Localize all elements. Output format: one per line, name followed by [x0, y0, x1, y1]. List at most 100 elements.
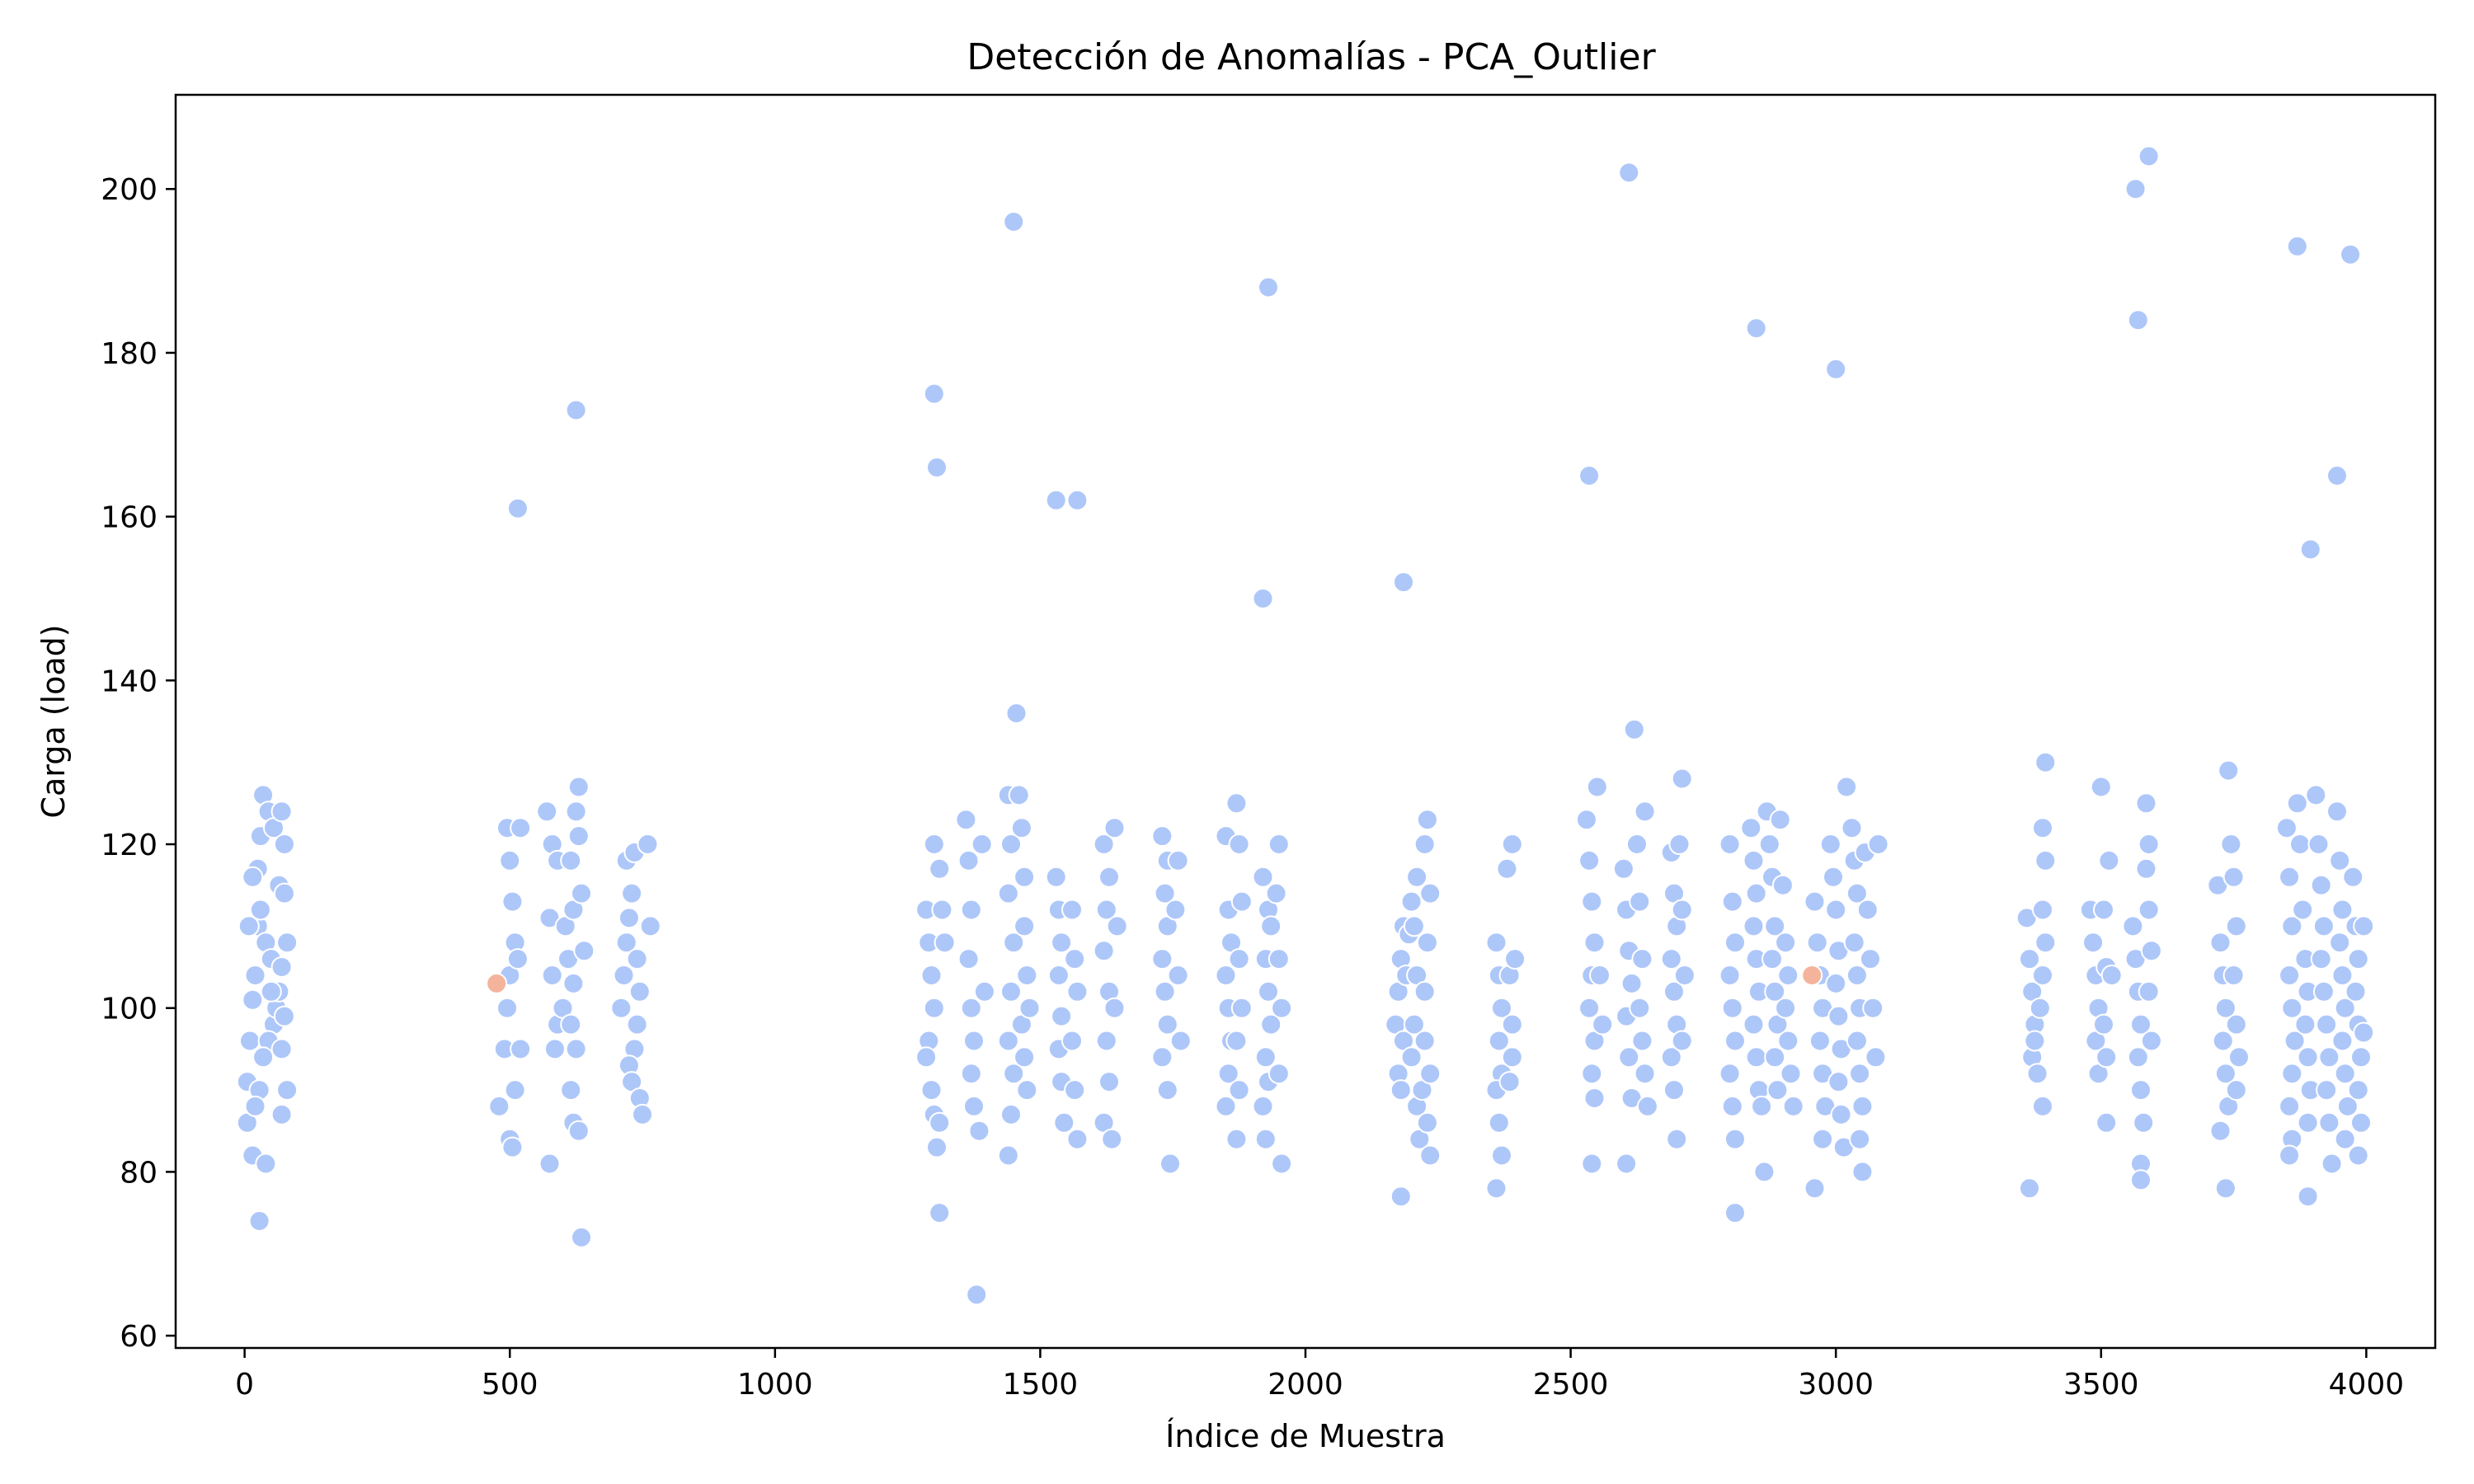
normal-point-169 — [1103, 817, 1126, 839]
normal-point-154 — [1061, 899, 1083, 921]
y-tick-label: 120 — [101, 829, 158, 862]
normal-point-123 — [973, 980, 995, 1003]
normal-point-87 — [626, 1013, 648, 1036]
normal-point-383 — [1856, 899, 1879, 921]
normal-point-104 — [926, 1136, 948, 1158]
normal-point-286 — [1616, 1153, 1638, 1175]
normal-point-337 — [1761, 948, 1783, 970]
normal-point-267 — [1581, 890, 1603, 913]
normal-point-274 — [1581, 1153, 1603, 1175]
normal-point-113 — [957, 849, 980, 871]
normal-point-447 — [2220, 834, 2242, 855]
normal-point-338 — [1764, 980, 1786, 1003]
normal-point-398 — [2032, 899, 2053, 921]
normal-point-248 — [1393, 571, 1414, 594]
normal-point-290 — [1629, 890, 1651, 913]
normal-point-360 — [1823, 866, 1844, 888]
normal-point-27 — [276, 932, 299, 954]
normal-point-492 — [2334, 997, 2356, 1019]
normal-point-374 — [1843, 932, 1865, 954]
normal-point-312 — [1721, 890, 1743, 913]
normal-point-453 — [2225, 1079, 2247, 1101]
normal-point-148 — [1051, 1005, 1073, 1027]
normal-point-313 — [1724, 932, 1746, 954]
normal-point-369 — [1825, 358, 1847, 380]
normal-point-47 — [510, 1038, 532, 1060]
anomaly-point-1 — [1801, 965, 1823, 986]
normal-point-139 — [1016, 965, 1038, 986]
normal-point-105 — [929, 1202, 951, 1224]
normal-point-199 — [1225, 1030, 1248, 1052]
normal-point-257 — [1485, 1177, 1507, 1200]
normal-point-176 — [1151, 948, 1174, 970]
normal-point-125 — [1000, 834, 1022, 855]
x-tick-label: 3000 — [1798, 1368, 1874, 1402]
normal-point-307 — [1668, 834, 1691, 855]
normal-point-65 — [567, 825, 590, 848]
x-axis-ticks: 0 500 1000 1500 2000 2500 3000 3500 4000 — [235, 1348, 2404, 1402]
normal-point-39 — [496, 997, 518, 1019]
normal-point-482 — [2316, 1013, 2338, 1036]
normal-point-141 — [1014, 1046, 1036, 1068]
normal-point-454 — [2275, 817, 2298, 839]
normal-point-106 — [923, 834, 945, 855]
y-tick-label: 80 — [120, 1156, 158, 1190]
normal-point-336 — [1764, 915, 1786, 937]
normal-point-211 — [1254, 1128, 1277, 1150]
normal-point-273 — [1583, 1087, 1606, 1109]
normal-point-76 — [573, 940, 595, 962]
normal-point-133 — [1005, 702, 1028, 725]
normal-point-115 — [957, 948, 980, 970]
x-tick-label: 2500 — [1533, 1368, 1609, 1402]
normal-point-196 — [1230, 890, 1253, 913]
normal-point-472 — [2297, 1111, 2319, 1134]
normal-point-117 — [963, 1030, 985, 1052]
normal-point-152 — [1045, 489, 1067, 511]
normal-point-132 — [997, 1144, 1019, 1167]
normal-point-370 — [1836, 776, 1858, 798]
normal-point-399 — [2034, 849, 2057, 871]
normal-point-415 — [2098, 849, 2120, 871]
normal-point-6 — [249, 899, 271, 921]
normal-point-397 — [2034, 932, 2057, 954]
normal-point-107 — [929, 857, 951, 880]
normal-point-194 — [1225, 792, 1248, 815]
normal-point-2 — [239, 1030, 261, 1052]
normal-point-347 — [1777, 1030, 1799, 1052]
normal-point-201 — [1225, 1128, 1248, 1150]
normal-point-263 — [1501, 834, 1523, 855]
normal-point-393 — [2026, 1063, 2048, 1085]
normal-point-396 — [2032, 965, 2053, 986]
normal-point-144 — [1045, 866, 1067, 888]
normal-point-74 — [567, 1120, 590, 1142]
normal-point-72 — [560, 1079, 582, 1101]
normal-point-473 — [2297, 1186, 2319, 1208]
normal-point-417 — [2095, 1046, 2118, 1068]
normal-point-218 — [1252, 588, 1274, 609]
normal-point-311 — [1719, 834, 1741, 855]
normal-point-204 — [1260, 915, 1282, 937]
normal-point-137 — [1014, 866, 1036, 888]
normal-point-266 — [1578, 849, 1601, 871]
normal-point-165 — [1095, 1030, 1117, 1052]
normal-point-151 — [1053, 1111, 1075, 1134]
normal-point-122 — [968, 1120, 990, 1142]
normal-point-344 — [1775, 932, 1797, 954]
y-tick-label: 60 — [120, 1320, 158, 1354]
normal-point-324 — [1743, 915, 1765, 937]
x-tick-label: 500 — [482, 1368, 539, 1402]
normal-point-109 — [934, 932, 956, 954]
normal-point-367 — [1830, 1103, 1852, 1125]
x-tick-label: 0 — [235, 1368, 254, 1402]
normal-point-247 — [1390, 1186, 1412, 1208]
normal-point-282 — [1620, 972, 1643, 994]
normal-point-435 — [2124, 178, 2147, 200]
normal-point-490 — [2329, 932, 2351, 954]
normal-point-180 — [1156, 1079, 1178, 1101]
normal-point-77 — [571, 882, 592, 904]
normal-point-79 — [613, 965, 635, 986]
normal-point-442 — [2214, 1063, 2236, 1085]
normal-point-51 — [506, 497, 529, 519]
normal-point-489 — [2331, 899, 2354, 921]
normal-point-506 — [2350, 1111, 2372, 1134]
